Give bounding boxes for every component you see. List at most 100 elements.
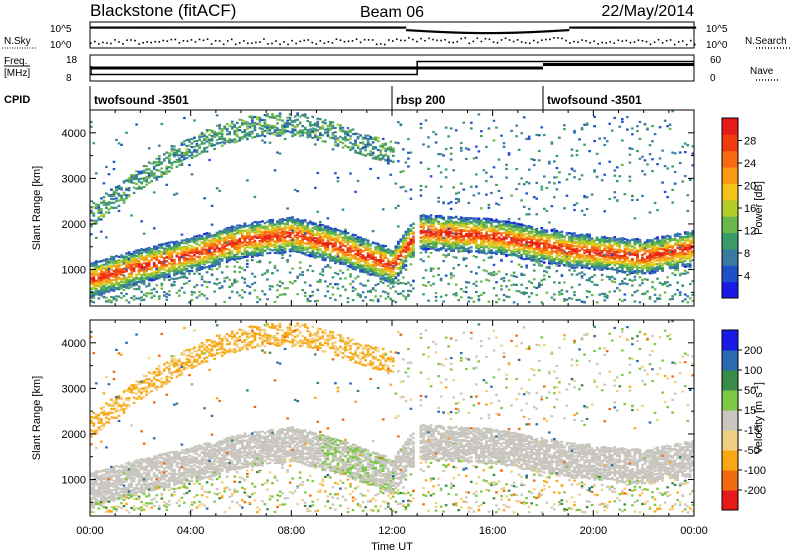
power-cell [218, 136, 221, 139]
nsky-point [412, 29, 415, 32]
power-cell [283, 125, 287, 128]
power-cell [178, 160, 181, 163]
power-cell [256, 260, 259, 264]
power-cell [120, 196, 123, 199]
power-cell [334, 172, 337, 175]
power-cell [105, 202, 108, 206]
power-cell [271, 228, 274, 231]
power-cell [230, 127, 234, 130]
power-cell [248, 224, 252, 227]
power-cell [218, 141, 221, 145]
power-cell [246, 262, 249, 266]
power-cell [115, 138, 118, 142]
power-cell [100, 267, 103, 271]
power-cell [256, 249, 259, 252]
power-cell [195, 296, 199, 299]
nsky-point [444, 31, 447, 34]
power-cell [273, 223, 277, 226]
power-cell [120, 259, 123, 262]
power-cell [276, 289, 279, 292]
power-cell [263, 222, 267, 225]
power-cell [306, 250, 310, 253]
power-cell [316, 138, 320, 141]
power-cell [147, 176, 151, 179]
power-cell [278, 115, 282, 119]
power-cell [271, 113, 274, 116]
power-cell [162, 261, 166, 264]
power-cell [235, 140, 239, 143]
power-cell [366, 140, 370, 143]
power-cell [230, 255, 234, 258]
nsky-point [172, 26, 175, 29]
power-cell [326, 265, 330, 268]
nsearch-point [472, 40, 475, 43]
power-cell [329, 256, 332, 259]
power-cell [376, 140, 380, 143]
power-cell [220, 252, 224, 255]
power-cell [185, 245, 189, 249]
nsky-point [319, 26, 322, 29]
nsearch-point [508, 39, 511, 41]
power-cell [334, 259, 337, 262]
power-cell [97, 277, 101, 280]
power-cell [251, 224, 254, 227]
power-cell [218, 281, 221, 285]
power-cell [336, 283, 340, 286]
power-cell [354, 257, 357, 260]
power-cell [203, 138, 206, 141]
power-cell [293, 246, 297, 249]
nsky-point [480, 31, 483, 35]
power-cell [168, 157, 171, 160]
power-cell [354, 149, 357, 153]
power-cell [241, 245, 244, 248]
power-cell [208, 241, 211, 244]
nsky-point [538, 30, 542, 33]
power-cell [258, 234, 262, 237]
power-cell [258, 230, 262, 233]
power-cell [308, 246, 312, 250]
power-cell [173, 274, 176, 277]
power-cell [291, 237, 294, 240]
power-cell [190, 248, 194, 252]
power-cell [215, 278, 219, 281]
power-cell [336, 233, 340, 237]
nsky-point [675, 26, 679, 29]
power-cell [246, 125, 249, 128]
nsky-point [130, 26, 133, 29]
power-cell [175, 271, 179, 274]
nsky-point [363, 26, 367, 29]
power-cell [303, 232, 307, 235]
power-cell [349, 172, 352, 175]
power-cell [303, 291, 307, 294]
power-cell [165, 168, 169, 172]
power-cell [205, 130, 209, 133]
power-cell [190, 154, 194, 157]
power-cell [218, 263, 221, 266]
nsearch-point [142, 41, 144, 44]
power-cell [205, 252, 209, 256]
power-cell [228, 133, 232, 136]
nsky-point [510, 31, 513, 34]
power-cell [281, 228, 284, 231]
power-cell [366, 290, 370, 293]
power-cell [243, 120, 247, 123]
power-cell [321, 242, 325, 246]
power-cell [142, 281, 146, 284]
power-cell [366, 143, 370, 146]
power-cell [324, 140, 327, 143]
power-cell [251, 227, 254, 230]
nsky-point [575, 26, 578, 29]
power-cell [122, 270, 126, 273]
power-cell [122, 257, 126, 260]
power-cell [256, 224, 259, 227]
power-cell [105, 236, 108, 239]
power-cell [90, 210, 93, 213]
power-cell [233, 129, 237, 132]
power-cell [248, 227, 252, 231]
power-cell [374, 252, 377, 255]
power-cell [233, 242, 237, 245]
power-cell [271, 230, 274, 233]
power-cell [334, 261, 337, 265]
power-cell [92, 267, 96, 270]
